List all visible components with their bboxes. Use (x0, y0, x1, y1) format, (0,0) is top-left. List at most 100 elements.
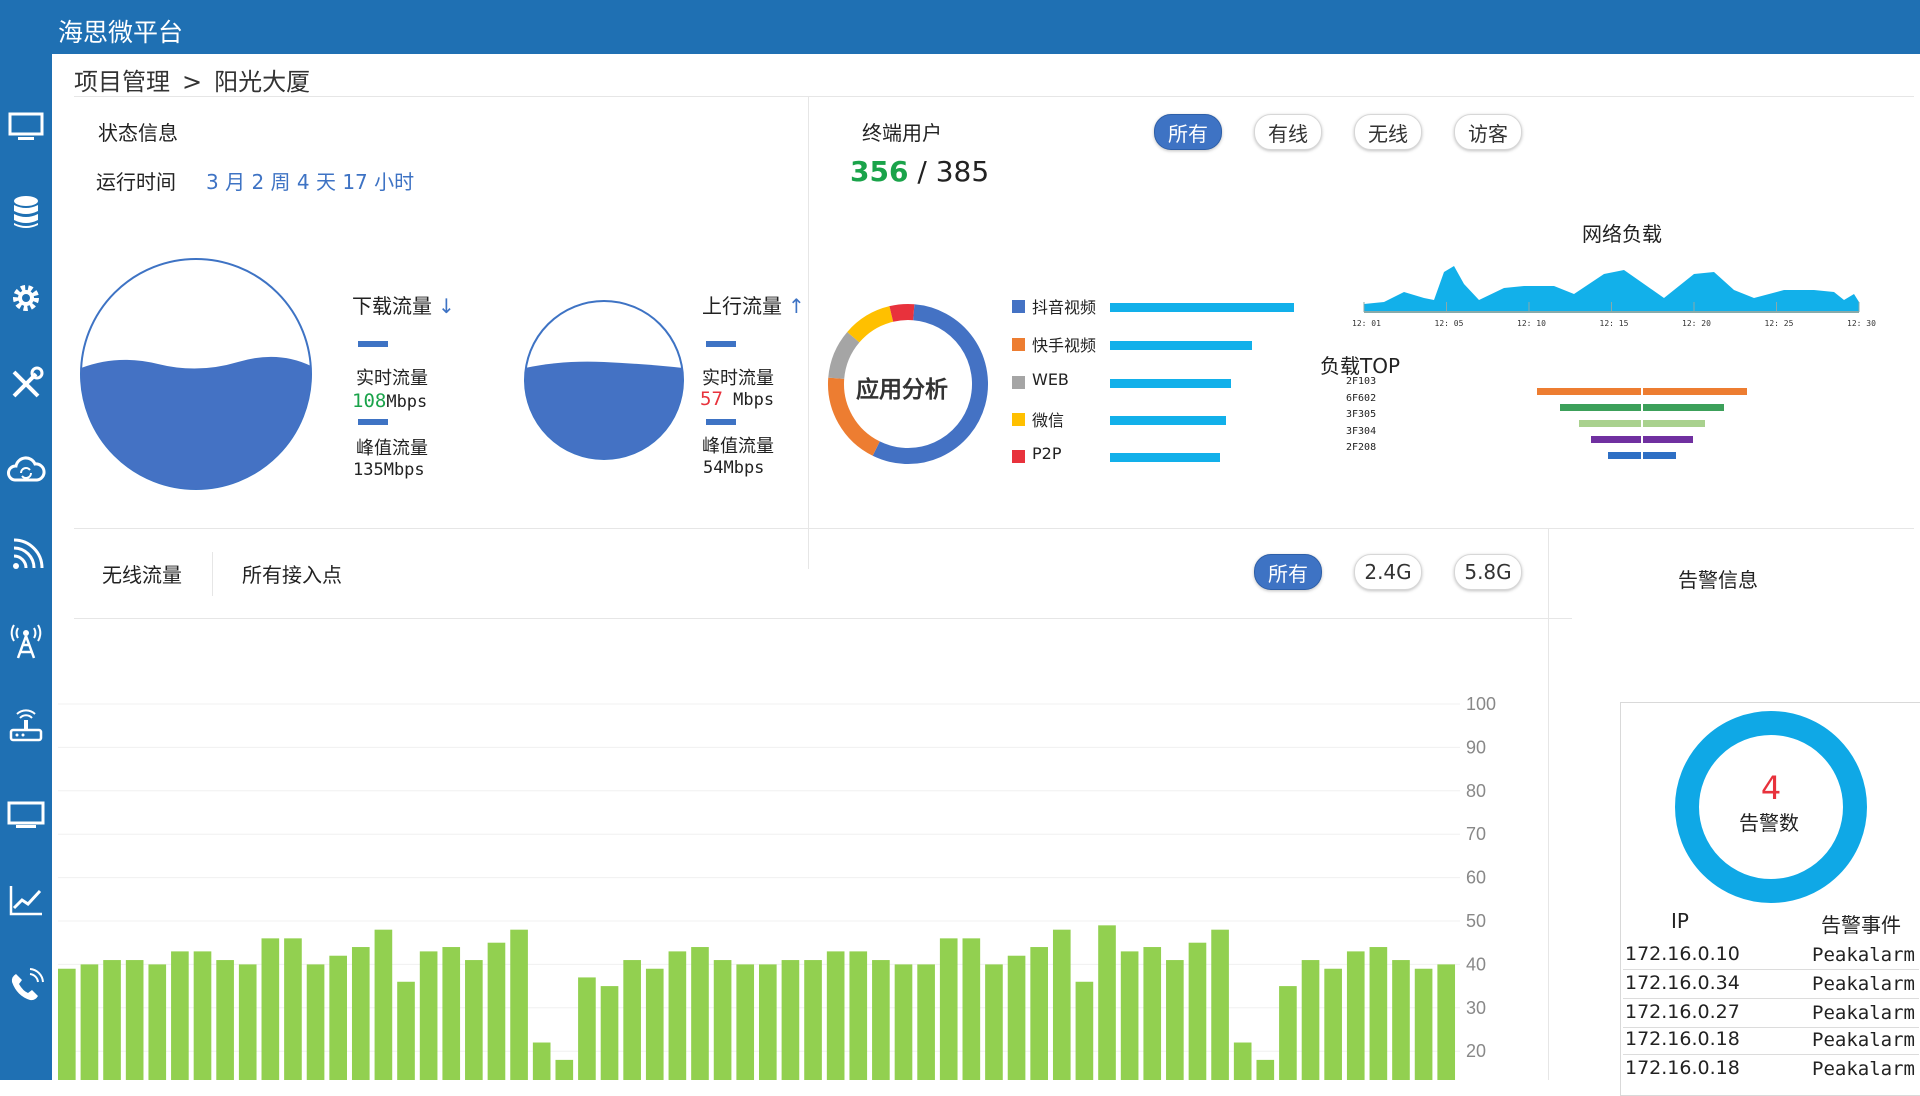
legend-swatch (1012, 300, 1025, 313)
network-load-tick-label: 12: 05 (1435, 319, 1464, 328)
alarm-title: 告警信息 (1678, 568, 1758, 592)
chart-bar (125, 960, 144, 1080)
alarm-count-label: 告警数 (1739, 811, 1799, 835)
antenna-tower-icon[interactable] (0, 620, 52, 664)
load-top-bar (1607, 452, 1641, 459)
network-load-tick-label: 12: 25 (1765, 319, 1794, 328)
sidebar (0, 54, 52, 1080)
phone-icon[interactable] (0, 964, 52, 1008)
chart-bar (1346, 951, 1365, 1080)
wireless-filter-2-4g[interactable]: 2.4G (1354, 554, 1422, 590)
chart-y-tick-label: 70 (1466, 824, 1486, 844)
chart-bar (1075, 981, 1094, 1080)
upload-realtime-value: 57 Mbps (700, 388, 775, 410)
chart-bar (1437, 964, 1456, 1080)
load-top-label: 6F602 (1346, 392, 1377, 404)
chart-bar (1007, 955, 1026, 1080)
breadcrumb-current: 阳光大厦 (214, 68, 311, 96)
donut-slice (847, 306, 894, 343)
app-title: 海思微平台 (58, 18, 184, 47)
wireless-filter-5-8g[interactable]: 5.8G (1454, 554, 1522, 590)
breadcrumb-parent[interactable]: 项目管理 (74, 68, 170, 96)
chart-bar (759, 964, 777, 1080)
alarm-row[interactable]: 172.16.0.10 Peakalarm (1623, 941, 1919, 970)
terminal-filter-wired[interactable]: 有线 (1254, 114, 1322, 150)
display-icon[interactable] (0, 792, 52, 836)
gear-icon[interactable] (0, 276, 52, 320)
alarm-col-event: 告警事件 (1821, 913, 1901, 937)
alarm-row[interactable]: 172.16.0.18 Peakalarm (1623, 1026, 1919, 1055)
divider (1548, 529, 1549, 1080)
chart-bar (1188, 942, 1207, 1080)
tab-all-access-points[interactable]: 所有接入点 (242, 563, 342, 587)
download-peak-value: 135Mbps (353, 460, 425, 480)
chart-y-tick-label: 40 (1466, 954, 1486, 974)
alarm-row[interactable]: 172.16.0.34 Peakalarm (1623, 970, 1919, 999)
app-analysis-center-label: 应用分析 (856, 377, 948, 403)
upload-gauge (524, 300, 684, 460)
breadcrumb: 项目管理 > 阳光大厦 (74, 62, 310, 97)
alarm-row[interactable]: 172.16.0.27 Peakalarm (1623, 999, 1919, 1028)
chart-bar (985, 964, 1003, 1080)
chart-y-tick-label: 100 (1466, 694, 1496, 714)
router-icon[interactable] (0, 706, 52, 750)
chart-bar (872, 960, 890, 1080)
upload-peak-marker (706, 419, 736, 425)
cloud-sync-icon[interactable] (0, 448, 52, 492)
donut-slice (889, 304, 915, 322)
chart-bar (103, 960, 121, 1080)
alarm-row[interactable]: 172.16.0.18 Peakalarm (1625, 1057, 1915, 1080)
chart-bar (329, 955, 347, 1080)
chart-bar (1414, 968, 1433, 1080)
download-peak-label: 峰值流量 (356, 438, 428, 459)
legend-label: 抖音视频 (1032, 298, 1097, 317)
monitor-icon[interactable] (0, 104, 52, 148)
chart-bar (193, 951, 212, 1080)
network-load-tick-label: 12: 10 (1517, 319, 1546, 328)
network-load-tick-label: 12: 30 (1847, 319, 1876, 328)
chart-bar (555, 1059, 574, 1080)
database-icon[interactable] (0, 190, 52, 234)
legend-label: 微信 (1032, 411, 1065, 430)
load-top-bar (1643, 388, 1747, 395)
signal-icon[interactable] (0, 534, 52, 578)
terminal-filter-wireless[interactable]: 无线 (1354, 114, 1422, 150)
divider (808, 97, 809, 569)
network-load-title: 网络负载 (1582, 222, 1662, 246)
upload-realtime-label: 实时流量 (702, 368, 774, 389)
legend-swatch (1012, 338, 1025, 351)
chart-bar (419, 951, 438, 1080)
down-arrow-icon: ↓ (438, 294, 455, 318)
load-top-bar (1578, 420, 1641, 427)
chart-bar (532, 1042, 551, 1080)
terminal-filter-all[interactable]: 所有 (1154, 114, 1222, 150)
chart-bar (171, 951, 189, 1080)
chart-bar (1301, 960, 1320, 1080)
chart-bar (578, 977, 596, 1080)
chart-bar (1143, 947, 1162, 1080)
chart-bar (351, 947, 370, 1080)
chart-bar (306, 964, 325, 1080)
up-arrow-icon: ↑ (788, 294, 805, 318)
app-usage-bar (1110, 379, 1232, 388)
divider (74, 618, 1572, 619)
divider (212, 552, 213, 596)
wireless-traffic-chart: 100908070605040302010 (58, 694, 1496, 1080)
chart-bar (1256, 1059, 1275, 1080)
legend-label: WEB (1032, 370, 1069, 389)
download-title: 下载流量 ↓ (352, 294, 455, 318)
chart-y-tick-label: 60 (1466, 868, 1486, 888)
trend-chart-icon[interactable] (0, 878, 52, 922)
terminal-filter-guest[interactable]: 访客 (1454, 114, 1522, 150)
chart-bar (781, 960, 800, 1080)
chart-bar (668, 951, 687, 1080)
terminal-count: 356 / 385 (850, 155, 990, 188)
tab-wireless-traffic[interactable]: 无线流量 (102, 563, 182, 587)
load-top-bar (1643, 420, 1706, 427)
tools-icon[interactable] (0, 362, 52, 406)
chart-bar (487, 942, 506, 1080)
chart-bar (736, 964, 755, 1080)
chart-y-tick-label: 80 (1466, 781, 1486, 801)
chart-bar (713, 960, 732, 1080)
wireless-filter-all[interactable]: 所有 (1254, 554, 1322, 590)
